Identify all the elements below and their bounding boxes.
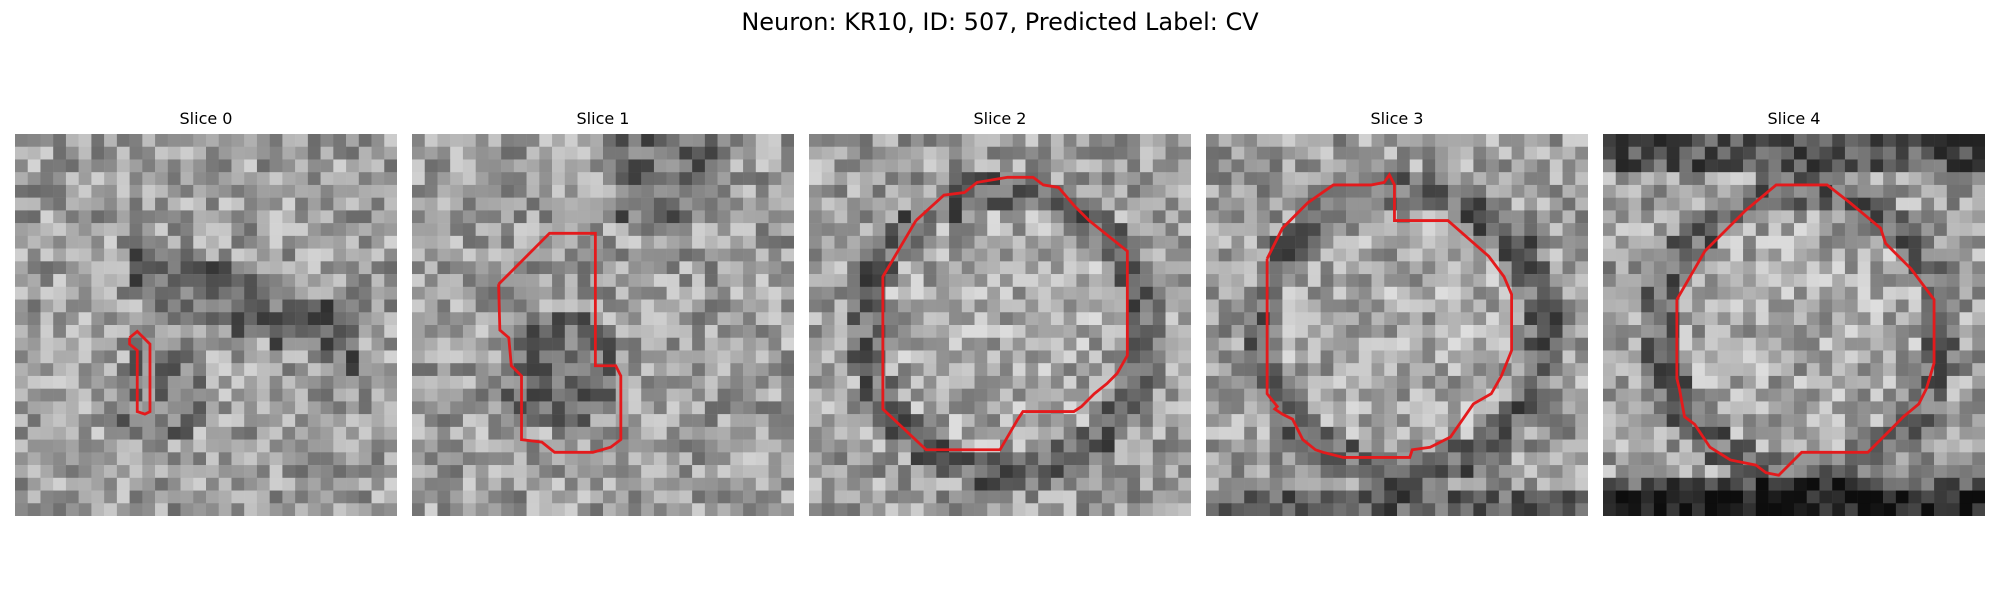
slice-image: [1603, 134, 1985, 516]
cell-contour: [128, 329, 152, 416]
cell-contour: [1265, 171, 1514, 459]
slice-title: Slice 1: [576, 109, 630, 128]
cell-contour: [497, 231, 623, 454]
figure-title: Neuron: KR10, ID: 507, Predicted Label: …: [741, 8, 1259, 36]
cell-contour: [881, 175, 1129, 452]
slice-title: Slice 2: [973, 109, 1027, 128]
slice-panel-3: Slice 3: [1206, 108, 1588, 516]
slice-panel-1: Slice 1: [412, 108, 794, 516]
slice-image: [15, 134, 397, 516]
slice-title: Slice 4: [1767, 109, 1821, 128]
slice-panel-2: Slice 2: [809, 108, 1191, 516]
slice-title: Slice 3: [1370, 109, 1424, 128]
slice-panel-0: Slice 0: [15, 108, 397, 516]
cell-contour: [1675, 183, 1936, 477]
slice-image: [412, 134, 794, 516]
slice-title: Slice 0: [179, 109, 233, 128]
slice-image: [809, 134, 1191, 516]
slice-image: [1206, 134, 1588, 516]
slice-panel-4: Slice 4: [1603, 108, 1985, 516]
